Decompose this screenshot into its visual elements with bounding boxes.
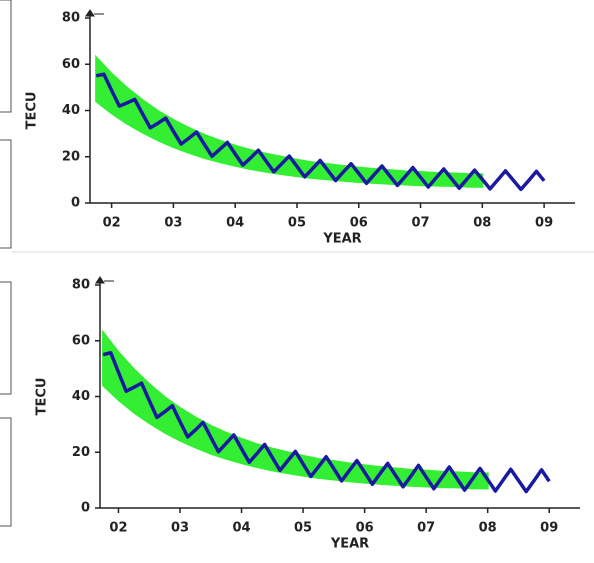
y-tick-label: 60	[72, 333, 90, 348]
x-tick-label: 03	[164, 216, 182, 231]
y-tick-label: 20	[72, 445, 90, 460]
y-axis-label: TECU	[35, 378, 50, 416]
x-tick-label: 06	[356, 521, 374, 536]
x-tick-label: 06	[350, 216, 368, 231]
x-tick-label: 02	[109, 521, 127, 536]
y-tick-label: 80	[62, 11, 80, 26]
x-tick-label: 08	[473, 216, 491, 231]
neighbor-panel	[0, 139, 12, 249]
x-tick-label: 07	[417, 521, 435, 536]
model-line	[95, 72, 546, 192]
y-tick-label: 20	[62, 149, 80, 164]
neighbor-panel	[0, 417, 12, 527]
x-tick-label: 02	[103, 216, 121, 231]
y-tick-label: 0	[81, 501, 90, 516]
x-tick-label: 05	[294, 521, 312, 536]
y-tick-label: 60	[62, 57, 80, 72]
range-band	[95, 54, 484, 188]
x-axis-label: YEAR	[322, 232, 361, 247]
x-tick-label: 08	[479, 521, 497, 536]
x-tick-label: 09	[535, 216, 553, 231]
y-tick-label: 80	[72, 278, 90, 293]
y-tick-label: 40	[62, 103, 80, 118]
y-tick-label: 40	[72, 389, 90, 404]
x-tick-label: 09	[540, 521, 558, 536]
range-band	[102, 329, 489, 490]
model-line	[102, 350, 551, 494]
x-tick-label: 03	[171, 521, 189, 536]
y-axis-label: TECU	[25, 92, 40, 130]
neighbor-panel	[0, 0, 12, 113]
x-tick-label: 05	[288, 216, 306, 231]
axis-arrow	[85, 9, 104, 17]
x-tick-label: 04	[232, 521, 250, 536]
neighbor-panel	[0, 281, 12, 395]
y-tick-label: 0	[71, 196, 80, 211]
x-tick-label: 07	[411, 216, 429, 231]
x-tick-label: 04	[226, 216, 244, 231]
axis-arrow	[95, 276, 114, 284]
x-axis-label: YEAR	[330, 537, 369, 552]
